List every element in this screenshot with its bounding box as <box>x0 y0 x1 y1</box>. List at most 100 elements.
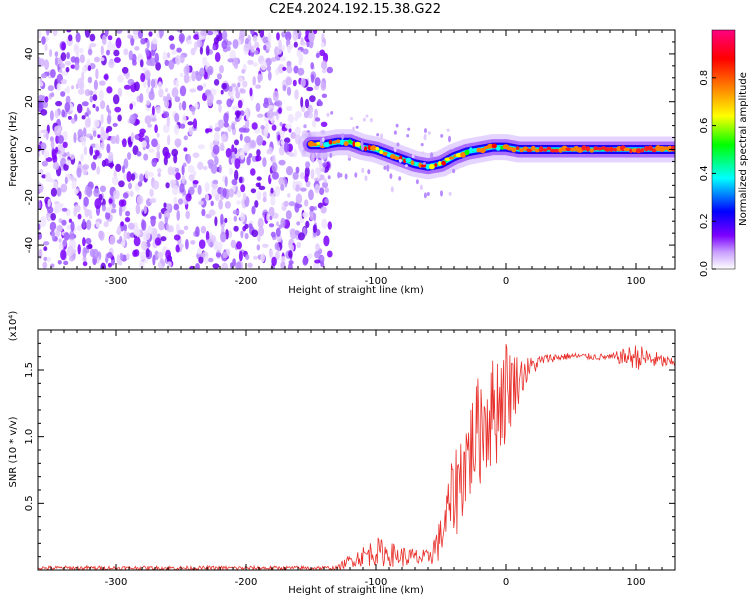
noise-speckle <box>179 243 184 249</box>
noise-speckle <box>272 90 279 102</box>
noise-speckle <box>198 239 206 249</box>
noise-speckle <box>270 57 277 62</box>
noise-speckle <box>179 85 187 97</box>
noise-speckle <box>166 223 170 231</box>
noise-speckle <box>61 219 67 226</box>
noise-speckle <box>320 121 328 128</box>
signal-scatter <box>339 173 343 178</box>
noise-speckle <box>237 82 241 88</box>
noise-speckle <box>104 30 109 37</box>
noise-speckle <box>243 146 250 154</box>
noise-speckle <box>219 142 225 151</box>
signal-hotspot <box>469 147 473 154</box>
noise-speckle <box>70 175 75 182</box>
noise-speckle <box>180 72 184 78</box>
signal-hotspot <box>394 156 400 160</box>
noise-speckle <box>173 234 181 241</box>
noise-speckle <box>176 210 180 221</box>
noise-speckle <box>118 180 125 188</box>
noise-speckle <box>150 78 156 89</box>
noise-speckle <box>60 183 68 193</box>
noise-speckle <box>64 176 68 185</box>
noise-speckle <box>252 62 258 67</box>
noise-speckle <box>66 224 71 230</box>
noise-speckle <box>235 261 242 269</box>
noise-speckle <box>262 157 267 168</box>
noise-speckle <box>193 34 200 40</box>
noise-speckle <box>164 59 170 66</box>
signal-hotspot <box>589 148 594 153</box>
noise-speckle <box>60 249 67 261</box>
noise-speckle <box>73 132 77 144</box>
signal-hotspot <box>526 148 533 153</box>
signal-hotspot <box>364 146 368 152</box>
noise-speckle <box>89 214 93 220</box>
signal-hotspot <box>635 148 642 154</box>
signal-hotspot <box>647 145 653 151</box>
noise-speckle <box>293 41 298 48</box>
noise-speckle <box>154 237 161 246</box>
noise-speckle <box>197 247 202 255</box>
signal-scatter <box>446 128 450 132</box>
noise-speckle <box>143 153 149 161</box>
noise-speckle <box>103 74 109 80</box>
noise-speckle <box>236 111 240 119</box>
noise-speckle <box>145 248 150 258</box>
noise-speckle <box>99 185 107 193</box>
noise-speckle <box>315 52 320 59</box>
noise-speckle <box>82 237 86 247</box>
noise-speckle <box>240 212 246 223</box>
colorbar-tick-label: 0.0 <box>699 261 710 277</box>
noise-speckle <box>134 46 140 51</box>
signal-hotspot <box>542 148 548 152</box>
noise-speckle <box>89 95 94 103</box>
noise-speckle <box>166 116 171 127</box>
noise-speckle <box>146 59 153 66</box>
noise-speckle <box>38 152 41 157</box>
signal-hotspot <box>658 145 666 152</box>
noise-speckle <box>74 56 80 65</box>
noise-speckle <box>309 212 314 221</box>
noise-speckle <box>251 205 256 215</box>
noise-speckle <box>234 139 239 146</box>
noise-speckle <box>228 167 233 176</box>
noise-speckle <box>127 34 133 39</box>
noise-speckle <box>280 256 286 263</box>
noise-speckle <box>250 188 257 194</box>
noise-speckle <box>327 250 333 258</box>
noise-speckle <box>232 209 240 215</box>
noise-speckle <box>174 138 182 148</box>
noise-speckle <box>235 91 241 99</box>
noise-speckle <box>108 59 115 69</box>
noise-speckle <box>278 39 282 50</box>
noise-speckle <box>300 187 307 192</box>
signal-scatter <box>330 111 334 115</box>
noise-speckle <box>250 45 255 53</box>
noise-speckle <box>92 248 99 260</box>
noise-speckle <box>79 81 85 91</box>
noise-speckle <box>92 104 96 108</box>
noise-speckle <box>150 216 156 227</box>
noise-speckle <box>52 30 58 37</box>
noise-speckle <box>276 47 282 55</box>
noise-speckle <box>171 87 179 98</box>
noise-speckle <box>205 230 210 242</box>
signal-hotspot <box>670 145 675 152</box>
noise-speckle <box>107 162 115 168</box>
noise-speckle <box>86 219 92 230</box>
noise-speckle <box>144 115 152 125</box>
noise-speckle <box>294 126 301 136</box>
noise-speckle <box>58 242 64 251</box>
noise-speckle <box>281 206 287 212</box>
signal-hotspot <box>438 161 442 166</box>
signal-scatter <box>362 117 366 122</box>
noise-speckle <box>250 168 256 176</box>
noise-speckle <box>321 165 325 173</box>
noise-speckle <box>245 110 249 121</box>
noise-speckle <box>284 137 291 144</box>
noise-speckle <box>308 189 314 201</box>
noise-speckle <box>95 68 99 80</box>
noise-speckle <box>251 122 258 130</box>
noise-speckle <box>96 166 101 175</box>
noise-speckle <box>212 144 220 155</box>
